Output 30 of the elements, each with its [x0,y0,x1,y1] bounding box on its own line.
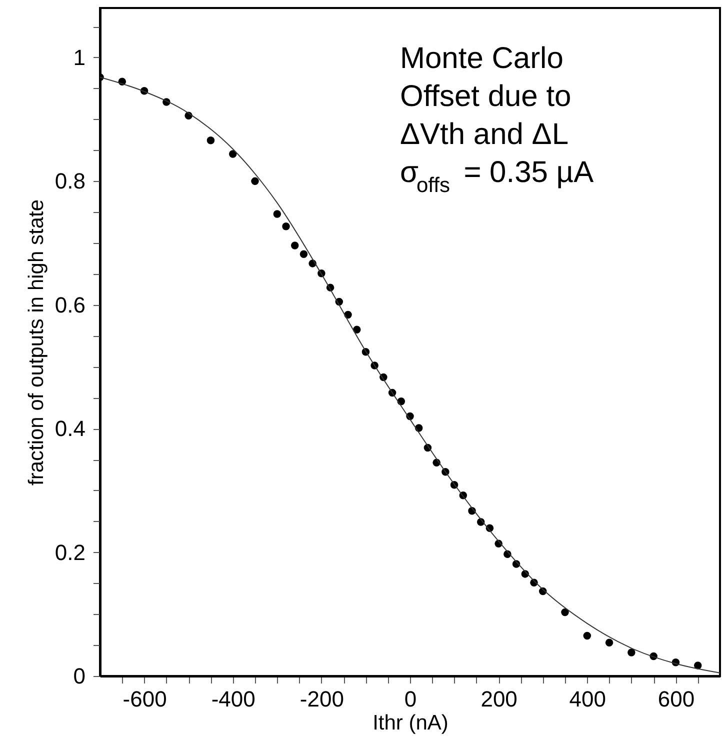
x-tick-label: 400 [569,686,606,712]
point [290,242,299,250]
point [251,177,259,186]
point [206,136,215,144]
x-tick-label: 0 [404,686,417,712]
x-tick-label: 200 [480,686,518,712]
point [605,638,614,646]
point [300,250,308,258]
x-tick-label: -400 [211,686,256,712]
x-tick-label: -600 [122,686,167,712]
y-tick-label: 1 [73,44,86,70]
x-axis-title: Ithr (nA) [372,712,448,734]
x-tick-label: 600 [658,686,695,712]
point [228,150,237,158]
point [273,210,282,218]
point [628,648,636,656]
line-series [100,76,720,674]
annotation: Monte Carlo [400,42,564,75]
y-tick-label: 0 [73,664,86,688]
annotation: ΔVth and ΔL [400,118,569,151]
point [561,608,569,616]
annotation: Offset due to [400,80,572,113]
point [583,632,592,640]
point [282,222,290,230]
y-tick-label: 0.6 [54,292,86,318]
y-tick-label: 0.4 [54,416,86,442]
y-axis-title: fraction of outputs in high state [24,199,48,486]
y-tick-label: 0.2 [54,540,86,565]
x-tick-label: -200 [300,686,344,712]
y-tick-label: 0.8 [54,168,86,194]
